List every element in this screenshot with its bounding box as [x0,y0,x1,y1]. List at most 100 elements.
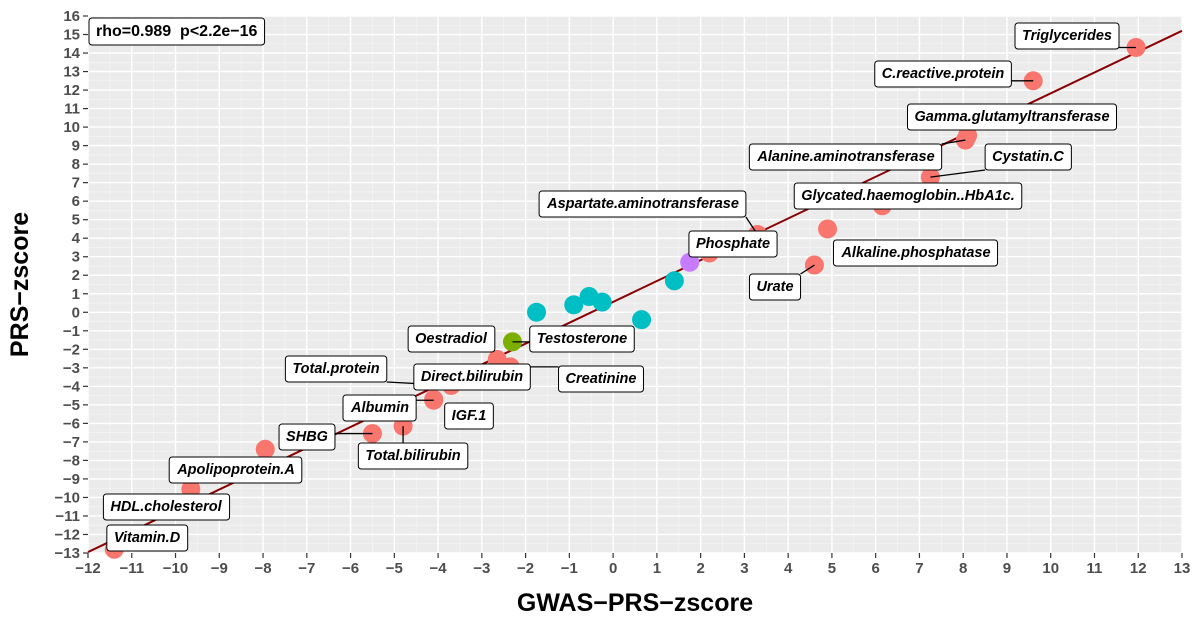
y-tick-label: −12 [55,526,80,543]
point-label: IGF.1 [444,402,494,430]
label-box [529,325,635,353]
point-label: Phosphate [688,230,778,258]
x-tick-label: −6 [342,560,359,577]
y-tick-label: −8 [63,452,80,469]
point-label: C.reactive.protein [874,60,1012,88]
y-tick-label: 14 [63,45,80,62]
x-tick-label: −8 [254,560,271,577]
x-tick-label: 7 [915,560,923,577]
leader-line [930,169,986,178]
y-tick-label: 8 [72,156,80,173]
label-box [106,524,189,552]
label-text: Total.protein [292,361,379,377]
x-tick-label: −5 [386,560,403,577]
data-point [632,310,652,330]
y-tick-labels: −13−12−11−10−9−8−7−6−5−4−3−2−10123456789… [55,8,81,562]
label-box [342,394,417,422]
label-text: C.reactive.protein [882,66,1005,82]
y-tick-label: 16 [63,8,80,25]
y-tick-label: −13 [55,545,80,562]
point-label: SHBG [278,423,336,451]
label-text: Apolipoprotein.A [176,462,295,478]
x-tick-label: 3 [740,560,748,577]
x-tick-label: 1 [653,560,661,577]
x-tick-label: 2 [696,560,704,577]
label-box [793,182,1023,210]
label-text: Albumin [350,400,409,416]
label-text: Gamma.glutamyltransferase [914,109,1109,125]
label-text: Phosphate [696,236,770,252]
label-box [984,143,1072,171]
y-tick-label: −9 [63,471,80,488]
x-tick-label: 11 [1087,560,1103,577]
y-tick-label: 12 [63,82,80,99]
data-point [818,219,838,239]
label-text: Total.bilirubin [365,448,460,464]
label-box [278,423,336,451]
y-tick-label: 5 [72,212,80,229]
label-text: Vitamin.D [114,530,181,546]
label-box [906,103,1118,131]
x-axis-title: GWAS−PRS−zscore [517,589,753,617]
x-tick-label: −3 [473,560,490,577]
axis-ticks [83,15,1183,558]
x-tick-label: −7 [298,560,315,577]
x-tick-label: −9 [211,560,228,577]
x-tick-label: 6 [872,560,880,577]
x-tick-label: −2 [517,560,534,577]
point-label: Urate [748,273,802,301]
point-labels: Triglycerides C.reactive.protein Gamma.glu… [102,22,1120,552]
label-text: Alkaline.phosphatase [840,245,990,261]
y-tick-label: −5 [63,397,80,414]
label-text: Direct.bilirubin [421,369,523,385]
x-tick-label: −10 [163,560,188,577]
annotation-text: rho=0.989 p<2.2e−16 [96,23,258,40]
x-tick-label: 4 [784,560,793,577]
x-tick-label: 8 [959,560,967,577]
data-point [424,389,444,409]
point-label: Aspartate.aminotransferase [538,190,747,218]
label-text: Oestradiol [415,331,488,347]
point-label: Triglycerides [1014,22,1120,50]
point-label: Oestradiol [407,325,496,353]
label-box [688,230,778,258]
y-tick-label: −10 [55,489,80,506]
y-tick-label: 9 [72,138,80,155]
correlation-annotation: rho=0.989 p<2.2e−16 [88,17,266,46]
label-text: Creatinine [566,371,637,387]
label-text: Urate [756,279,793,295]
point-label: HDL.cholesterol [102,493,231,521]
label-box [413,363,531,391]
label-box [102,493,231,521]
point-label: Alkaline.phosphatase [832,239,999,267]
label-box [832,239,999,267]
data-point [527,302,547,322]
y-tick-label: 7 [72,175,80,192]
label-text: HDL.cholesterol [110,499,222,515]
leader-line [800,264,815,275]
label-box [558,365,644,393]
label-box [748,143,943,171]
leader-line [941,139,966,145]
label-box [168,456,303,484]
x-tick-labels: −12 −11 −10 −9 −8 −7 −6 −5 −4 −3 −2 −1 0 1 2 3 4 5 6 7 8 9 10 1… [75,560,1190,577]
x-tick-label: −12 [75,560,100,577]
y-tick-label: 15 [63,27,80,44]
point-label: Glycated.haemoglobin..HbA1c. [793,182,1023,210]
annotation-box [88,17,266,46]
x-tick-label: 9 [1003,560,1011,577]
label-box [407,325,496,353]
label-text: Aspartate.aminotransferase [546,196,739,212]
y-tick-label: −3 [63,360,80,377]
major-grid [87,15,1183,554]
x-tick-label: 13 [1174,560,1191,577]
label-box [748,273,802,301]
point-label: Total.protein [284,355,388,383]
point-label: Gamma.glutamyltransferase [906,103,1118,131]
y-tick-label: 0 [72,304,80,321]
x-tick-label: −1 [561,560,578,577]
y-tick-label: 2 [72,267,80,284]
point-label: Alanine.aminotransferase [748,143,943,171]
